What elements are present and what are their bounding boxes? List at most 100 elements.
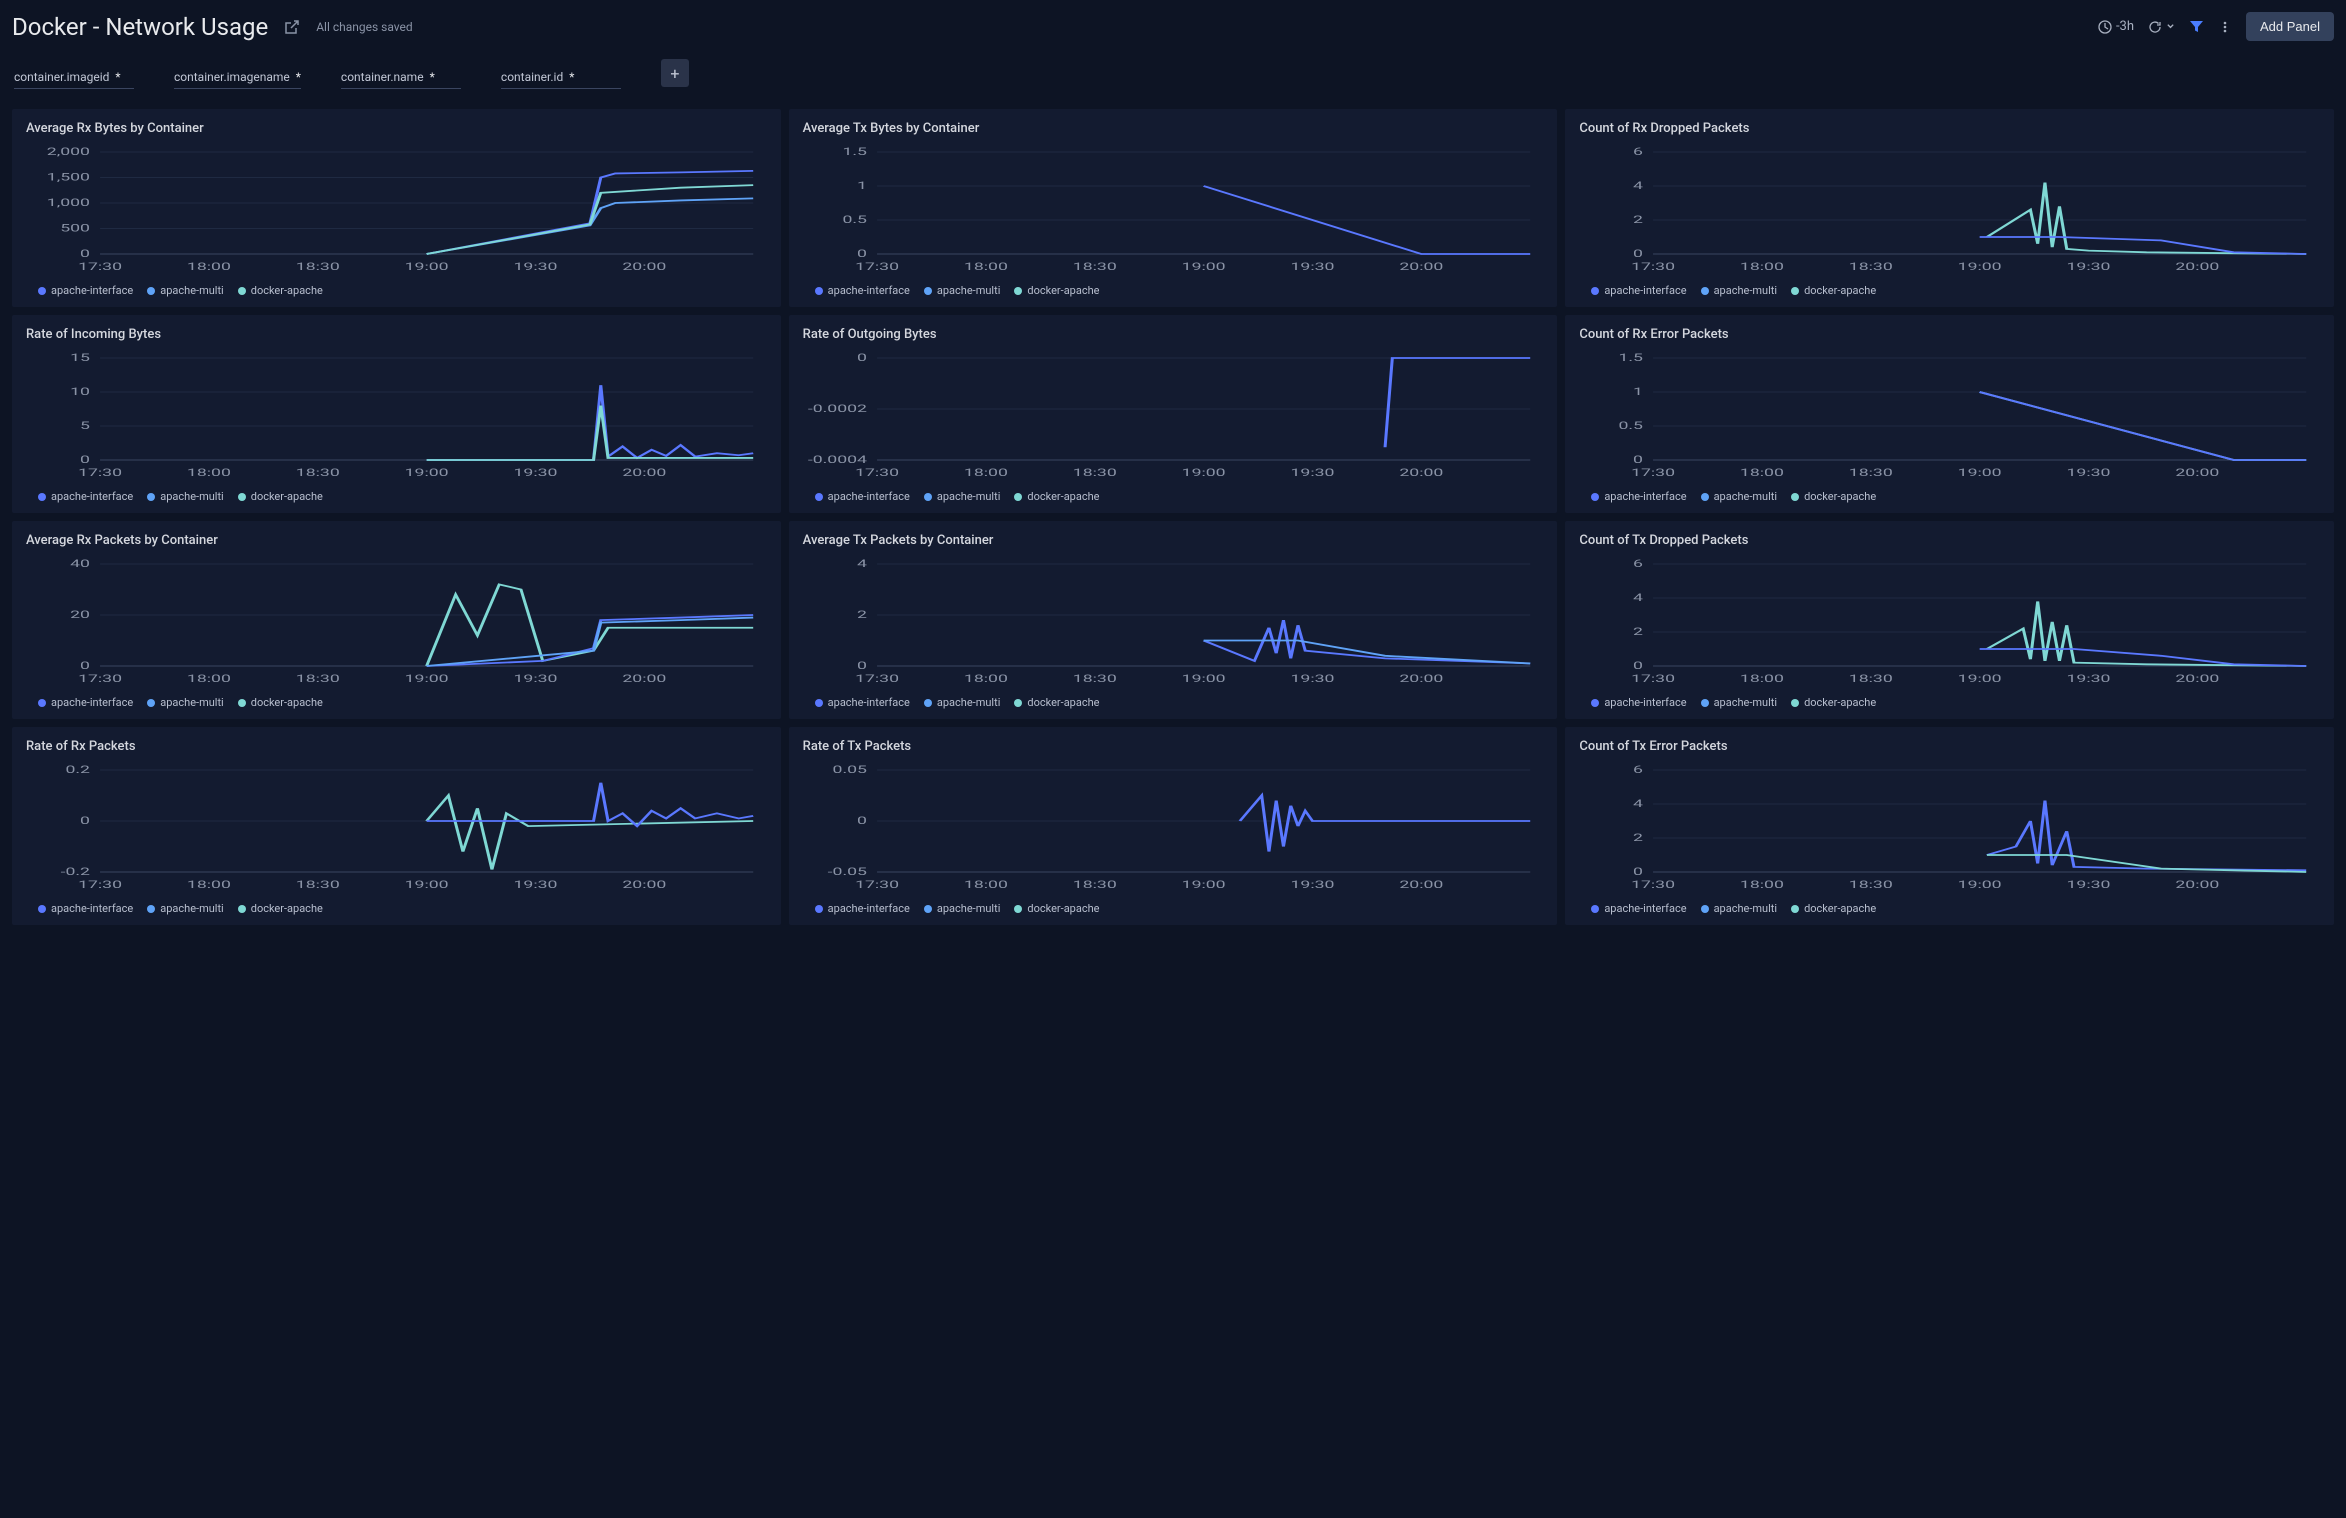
legend-item-docker-apache[interactable]: docker-apache: [1791, 902, 1876, 915]
chart[interactable]: 0246 17:3018:0018:3019:0019:3020:00: [1579, 146, 2320, 276]
filter-container-id[interactable]: container.id *: [501, 70, 621, 89]
legend-item-apache-interface[interactable]: apache-interface: [38, 902, 133, 915]
legend-item-apache-multi[interactable]: apache-multi: [924, 490, 1001, 503]
add-panel-button[interactable]: Add Panel: [2246, 12, 2334, 41]
more-menu-icon[interactable]: [2218, 20, 2232, 34]
legend-item-docker-apache[interactable]: docker-apache: [1791, 490, 1876, 503]
filter-icon[interactable]: [2189, 19, 2204, 34]
svg-text:0: 0: [80, 454, 90, 466]
legend-item-docker-apache[interactable]: docker-apache: [1014, 696, 1099, 709]
svg-text:18:30: 18:30: [1849, 467, 1893, 479]
legend-item-docker-apache[interactable]: docker-apache: [238, 902, 323, 915]
legend-item-docker-apache[interactable]: docker-apache: [1014, 284, 1099, 297]
chart[interactable]: 024 17:3018:0018:3019:0019:3020:00: [803, 558, 1544, 688]
chart[interactable]: 00.511.5 17:3018:0018:3019:0019:3020:00: [803, 146, 1544, 276]
legend-item-apache-interface[interactable]: apache-interface: [1591, 902, 1686, 915]
legend: apache-interface apache-multi docker-apach…: [26, 490, 767, 503]
svg-text:20:00: 20:00: [1399, 261, 1443, 273]
legend-item-apache-multi[interactable]: apache-multi: [147, 902, 224, 915]
legend-label: docker-apache: [1804, 490, 1876, 503]
legend-item-apache-multi[interactable]: apache-multi: [1701, 902, 1778, 915]
legend-item-docker-apache[interactable]: docker-apache: [1791, 696, 1876, 709]
legend-label: apache-interface: [51, 490, 133, 503]
legend-item-apache-interface[interactable]: apache-interface: [1591, 696, 1686, 709]
legend-item-apache-multi[interactable]: apache-multi: [924, 902, 1001, 915]
legend-label: docker-apache: [251, 902, 323, 915]
legend-item-apache-interface[interactable]: apache-interface: [815, 284, 910, 297]
chart[interactable]: -0.0500.05 17:3018:0018:3019:0019:3020:0…: [803, 764, 1544, 894]
chart[interactable]: 051015 17:3018:0018:3019:0019:3020:00: [26, 352, 767, 482]
refresh-button[interactable]: [2148, 20, 2175, 34]
chart[interactable]: 0246 17:3018:0018:3019:0019:3020:00: [1579, 764, 2320, 894]
legend-item-apache-multi[interactable]: apache-multi: [147, 284, 224, 297]
svg-text:19:00: 19:00: [1958, 261, 2002, 273]
svg-text:19:30: 19:30: [1290, 879, 1334, 891]
svg-text:2: 2: [1633, 832, 1643, 844]
svg-text:19:00: 19:00: [1958, 673, 2002, 685]
legend-item-apache-multi[interactable]: apache-multi: [1701, 696, 1778, 709]
svg-text:17:30: 17:30: [78, 261, 122, 273]
legend-item-apache-multi[interactable]: apache-multi: [147, 696, 224, 709]
chart[interactable]: -0.200.2 17:3018:0018:3019:0019:3020:00: [26, 764, 767, 894]
legend-label: docker-apache: [1804, 696, 1876, 709]
chart[interactable]: 00.511.5 17:3018:0018:3019:0019:3020:00: [1579, 352, 2320, 482]
svg-text:4: 4: [1633, 798, 1643, 810]
svg-text:0: 0: [857, 815, 867, 827]
svg-text:19:00: 19:00: [405, 879, 449, 891]
svg-text:40: 40: [70, 558, 90, 570]
filter-container-imageid[interactable]: container.imageid *: [14, 70, 134, 89]
time-range-picker[interactable]: -3h: [2098, 19, 2134, 34]
filter-bar: container.imageid * container.imagename *…: [12, 59, 2334, 89]
legend-item-apache-interface[interactable]: apache-interface: [38, 490, 133, 503]
svg-text:6: 6: [1633, 764, 1643, 776]
chart[interactable]: -0.0004-0.00020 17:3018:0018:3019:0019:3…: [803, 352, 1544, 482]
legend-item-docker-apache[interactable]: docker-apache: [238, 284, 323, 297]
chart[interactable]: 02040 17:3018:0018:3019:0019:3020:00: [26, 558, 767, 688]
svg-text:2: 2: [857, 609, 867, 621]
legend-item-apache-multi[interactable]: apache-multi: [147, 490, 224, 503]
add-filter-button[interactable]: +: [661, 59, 689, 87]
svg-text:18:30: 18:30: [1072, 879, 1116, 891]
legend-item-docker-apache[interactable]: docker-apache: [238, 696, 323, 709]
svg-text:500: 500: [60, 222, 90, 234]
legend-label: apache-interface: [828, 696, 910, 709]
legend-item-docker-apache[interactable]: docker-apache: [1791, 284, 1876, 297]
svg-text:17:30: 17:30: [855, 467, 899, 479]
panel-title: Rate of Outgoing Bytes: [803, 327, 1544, 342]
legend-item-apache-multi[interactable]: apache-multi: [924, 284, 1001, 297]
legend-item-apache-multi[interactable]: apache-multi: [924, 696, 1001, 709]
legend-item-docker-apache[interactable]: docker-apache: [1014, 902, 1099, 915]
legend-item-docker-apache[interactable]: docker-apache: [1014, 490, 1099, 503]
legend-item-docker-apache[interactable]: docker-apache: [238, 490, 323, 503]
legend-item-apache-interface[interactable]: apache-interface: [815, 902, 910, 915]
chart[interactable]: 05001,0001,5002,000 17:3018:0018:3019:00…: [26, 146, 767, 276]
legend-item-apache-interface[interactable]: apache-interface: [1591, 284, 1686, 297]
panel-rate-tx-packets: Rate of Tx Packets -0.0500.05 17:3018:00…: [789, 727, 1558, 925]
svg-text:18:30: 18:30: [296, 261, 340, 273]
panel-avg-rx-packets: Average Rx Packets by Container 02040 17…: [12, 521, 781, 719]
svg-text:20:00: 20:00: [2176, 673, 2220, 685]
legend-item-apache-multi[interactable]: apache-multi: [1701, 490, 1778, 503]
filter-container-imagename[interactable]: container.imagename *: [174, 70, 301, 89]
svg-text:20:00: 20:00: [2176, 879, 2220, 891]
legend: apache-interface apache-multi docker-apach…: [26, 902, 767, 915]
filter-container-name[interactable]: container.name *: [341, 70, 461, 89]
filter-label: container.imageid: [14, 70, 109, 84]
svg-text:18:30: 18:30: [1072, 673, 1116, 685]
legend-label: apache-interface: [1604, 490, 1686, 503]
panel-title: Count of Tx Dropped Packets: [1579, 533, 2320, 548]
svg-text:19:30: 19:30: [514, 467, 558, 479]
svg-text:-0.0004: -0.0004: [807, 454, 866, 466]
svg-text:20:00: 20:00: [1399, 879, 1443, 891]
share-icon[interactable]: [284, 19, 300, 35]
legend-label: apache-interface: [828, 490, 910, 503]
legend-item-apache-interface[interactable]: apache-interface: [38, 696, 133, 709]
chart[interactable]: 0246 17:3018:0018:3019:0019:3020:00: [1579, 558, 2320, 688]
legend-item-apache-interface[interactable]: apache-interface: [815, 490, 910, 503]
legend-item-apache-interface[interactable]: apache-interface: [38, 284, 133, 297]
legend-item-apache-interface[interactable]: apache-interface: [815, 696, 910, 709]
page-header: Docker - Network Usage All changes saved…: [12, 12, 2334, 41]
svg-text:18:30: 18:30: [1849, 673, 1893, 685]
legend-item-apache-multi[interactable]: apache-multi: [1701, 284, 1778, 297]
legend-item-apache-interface[interactable]: apache-interface: [1591, 490, 1686, 503]
